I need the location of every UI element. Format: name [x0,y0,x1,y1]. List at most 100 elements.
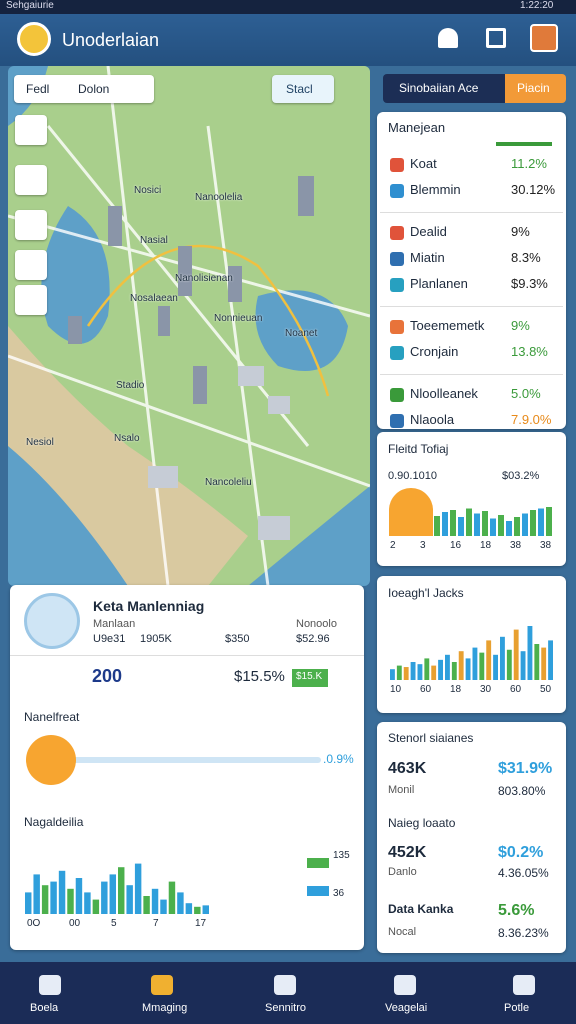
bar [541,647,547,680]
status-time: 1:22:20 [520,0,554,11]
map-button-label[interactable]: Stacl [286,82,313,96]
map-tool[interactable] [15,115,47,145]
nav-icon[interactable] [151,975,173,995]
profile-icon[interactable] [438,28,458,48]
detail-icon [24,593,80,649]
bar [160,899,167,914]
row-name: Blemmin [410,182,461,197]
chart-shape [389,488,433,536]
row-value: 9% [511,224,530,239]
row-icon [390,252,404,266]
bar [417,664,423,680]
bar [396,665,402,680]
bar [431,665,437,680]
row-value: 30.12% [511,182,556,197]
row-icon [390,226,404,240]
row-name: Toeememetk [410,318,485,333]
row-value: 11.2% [511,156,547,171]
slider-track [26,757,321,763]
nav-icon[interactable] [39,975,61,995]
map-tool[interactable] [15,250,47,280]
row-value: 13.8% [511,344,548,359]
bar [458,651,464,680]
stat-pct: $0.2% [498,844,544,861]
map-control[interactable]: Fedl [26,82,50,96]
row-name: Planlanen [410,276,468,291]
app-bar [0,14,576,66]
x-label: 0O [27,918,41,929]
legend-swatch [307,886,329,896]
section-title: Nagaldeilia [24,815,84,829]
detail-count: 200 [92,666,123,686]
avatar[interactable] [530,24,558,52]
map-label: Nanolisienan [175,273,233,284]
stat-sub: 8.36.23% [498,926,549,940]
bar [472,647,478,680]
bar [177,892,184,914]
tab[interactable] [505,74,566,103]
nav-label[interactable]: Sennitro [265,1002,306,1014]
divider [380,306,563,307]
detail-sub: Manlaan [93,618,136,630]
bar [126,885,133,914]
map-tool[interactable] [15,165,47,195]
bar [527,626,533,680]
card-title: Ioeagh'l Jacks [388,586,464,600]
row-value: $9.3% [511,276,548,291]
row-name: Nloolleanek [410,386,478,401]
nav-label[interactable]: Potle [504,1002,530,1014]
detail-stat: $52.96 [296,633,330,645]
tab-label[interactable]: Sinobaiian Ace [399,81,479,95]
badge [292,669,328,687]
detail-title: Keta Manlenniag [93,598,205,614]
badge-label: $15.K [296,671,323,682]
bar [75,878,83,914]
map-label: Nasial [140,235,168,246]
map-tool[interactable] [15,210,47,240]
nav-icon[interactable] [513,975,535,995]
map-label: Nonnieuan [214,313,263,324]
slider-knob[interactable] [26,735,76,785]
card-title: Manejean [388,120,446,135]
row-icon [390,388,404,402]
x-label: 18 [450,684,462,695]
map[interactable] [8,66,370,586]
map-button[interactable] [272,75,334,103]
stat-pct: $31.9% [498,760,553,777]
notes-icon[interactable] [486,28,506,48]
bar [109,874,116,914]
row-icon [390,158,404,172]
row-name: Nlaoola [410,412,455,427]
stat-value: 463K [388,760,427,777]
bar [442,512,448,536]
row-name: Miatin [410,250,445,265]
bar [546,507,552,536]
stat-value: 452K [388,844,427,861]
tab-label[interactable]: Piacin [517,81,550,95]
x-label: 38 [510,540,522,551]
stat-sub: 803.80% [498,784,546,798]
bar [168,881,176,914]
map-control[interactable]: Dolon [78,82,110,96]
bar [50,881,57,914]
bar [538,508,544,536]
row-value: 7.9.0% [511,412,552,427]
nav-label[interactable]: Boela [30,1002,59,1014]
nav-label[interactable]: Mmaging [142,1002,188,1014]
bar [451,662,457,680]
nav-label[interactable]: Veagelai [385,1002,428,1014]
bar [410,662,416,680]
bar [424,658,430,680]
tab[interactable] [383,74,505,103]
x-label: 17 [195,918,207,929]
stat-value: Data Kanka [388,902,454,916]
bar [482,511,488,536]
nav-icon[interactable] [274,975,296,995]
bar [474,513,480,536]
bar [520,651,526,680]
detail-chart [25,863,209,914]
jacks-chart [390,626,553,680]
x-label: 18 [480,540,492,551]
map-tool[interactable] [15,285,47,315]
nav-icon[interactable] [394,975,416,995]
